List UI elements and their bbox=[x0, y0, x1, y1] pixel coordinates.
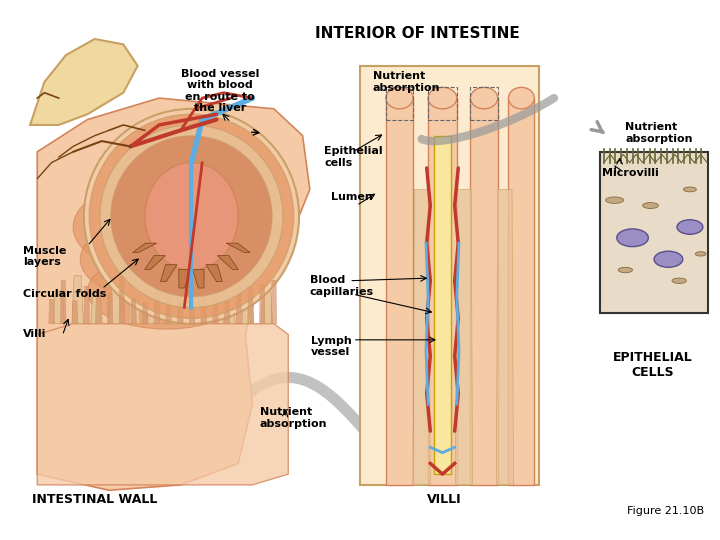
Ellipse shape bbox=[654, 251, 683, 267]
Polygon shape bbox=[224, 285, 230, 323]
Polygon shape bbox=[413, 190, 431, 485]
Polygon shape bbox=[177, 290, 183, 323]
Ellipse shape bbox=[617, 229, 648, 247]
Ellipse shape bbox=[642, 202, 658, 208]
Polygon shape bbox=[204, 282, 216, 323]
Ellipse shape bbox=[73, 179, 260, 275]
Text: Nutrient
absorption: Nutrient absorption bbox=[373, 71, 441, 93]
Text: Microvilli: Microvilli bbox=[603, 168, 660, 178]
Polygon shape bbox=[154, 294, 160, 323]
Polygon shape bbox=[30, 39, 138, 125]
Polygon shape bbox=[166, 292, 171, 323]
Polygon shape bbox=[201, 276, 207, 323]
Polygon shape bbox=[145, 255, 166, 269]
Text: INTESTINAL WALL: INTESTINAL WALL bbox=[32, 493, 157, 506]
Polygon shape bbox=[185, 284, 197, 323]
Text: Villi: Villi bbox=[23, 329, 46, 339]
Polygon shape bbox=[37, 98, 310, 490]
Polygon shape bbox=[161, 265, 177, 282]
Ellipse shape bbox=[111, 136, 272, 297]
Ellipse shape bbox=[84, 109, 299, 323]
Polygon shape bbox=[53, 287, 65, 323]
Ellipse shape bbox=[677, 220, 703, 234]
Text: Circular folds: Circular folds bbox=[23, 289, 107, 299]
Ellipse shape bbox=[606, 197, 624, 204]
Ellipse shape bbox=[470, 87, 498, 109]
Polygon shape bbox=[217, 255, 238, 269]
Polygon shape bbox=[434, 136, 451, 474]
Polygon shape bbox=[226, 243, 251, 253]
Polygon shape bbox=[119, 284, 125, 323]
Polygon shape bbox=[261, 273, 272, 323]
Polygon shape bbox=[386, 98, 413, 485]
Text: Blood
capillaries: Blood capillaries bbox=[310, 275, 374, 297]
Polygon shape bbox=[109, 287, 121, 323]
Polygon shape bbox=[600, 152, 708, 313]
Polygon shape bbox=[242, 281, 253, 323]
Ellipse shape bbox=[89, 114, 294, 319]
Polygon shape bbox=[72, 272, 84, 323]
Polygon shape bbox=[179, 269, 190, 288]
Ellipse shape bbox=[618, 267, 633, 273]
Ellipse shape bbox=[87, 254, 246, 329]
Text: Lymph
vessel: Lymph vessel bbox=[311, 335, 352, 357]
Polygon shape bbox=[49, 300, 55, 323]
Ellipse shape bbox=[145, 163, 238, 270]
Polygon shape bbox=[236, 276, 242, 323]
Text: VILLI: VILLI bbox=[427, 493, 462, 506]
Polygon shape bbox=[107, 296, 113, 323]
Ellipse shape bbox=[683, 187, 696, 192]
Text: Epithelial
cells: Epithelial cells bbox=[324, 146, 383, 168]
Text: Blood vessel
with blood
en route to
the liver: Blood vessel with blood en route to the … bbox=[181, 69, 259, 113]
Polygon shape bbox=[223, 271, 235, 323]
Polygon shape bbox=[84, 282, 89, 323]
Polygon shape bbox=[130, 287, 136, 323]
Polygon shape bbox=[148, 280, 159, 323]
Text: Figure 21.10B: Figure 21.10B bbox=[627, 507, 704, 516]
Polygon shape bbox=[508, 98, 534, 485]
Polygon shape bbox=[259, 279, 265, 323]
Text: INTERIOR OF INTESTINE: INTERIOR OF INTESTINE bbox=[315, 25, 520, 40]
Polygon shape bbox=[37, 323, 288, 485]
Polygon shape bbox=[360, 66, 539, 485]
Polygon shape bbox=[248, 284, 253, 323]
Polygon shape bbox=[129, 279, 140, 323]
Polygon shape bbox=[91, 271, 102, 323]
Polygon shape bbox=[193, 269, 204, 288]
Ellipse shape bbox=[428, 87, 456, 109]
Text: EPITHELIAL
CELLS: EPITHELIAL CELLS bbox=[613, 350, 693, 379]
Polygon shape bbox=[496, 190, 513, 485]
Polygon shape bbox=[189, 276, 195, 323]
Text: Nutrient
absorption: Nutrient absorption bbox=[260, 407, 327, 429]
Polygon shape bbox=[132, 243, 157, 253]
Polygon shape bbox=[470, 98, 498, 485]
Polygon shape bbox=[206, 265, 222, 282]
Text: Muscle
layers: Muscle layers bbox=[23, 246, 66, 267]
Polygon shape bbox=[428, 98, 456, 485]
Polygon shape bbox=[455, 190, 472, 485]
Polygon shape bbox=[143, 289, 148, 323]
Ellipse shape bbox=[672, 278, 686, 284]
Ellipse shape bbox=[386, 87, 413, 109]
Polygon shape bbox=[60, 288, 66, 323]
Ellipse shape bbox=[508, 87, 534, 109]
Polygon shape bbox=[166, 290, 178, 323]
Polygon shape bbox=[96, 280, 102, 323]
Ellipse shape bbox=[81, 217, 253, 302]
Polygon shape bbox=[212, 284, 218, 323]
Text: Lumen: Lumen bbox=[331, 192, 373, 202]
Text: Nutrient
absorption: Nutrient absorption bbox=[626, 122, 693, 144]
Ellipse shape bbox=[100, 125, 283, 308]
Polygon shape bbox=[72, 295, 78, 323]
Ellipse shape bbox=[696, 252, 706, 256]
Polygon shape bbox=[271, 294, 276, 323]
